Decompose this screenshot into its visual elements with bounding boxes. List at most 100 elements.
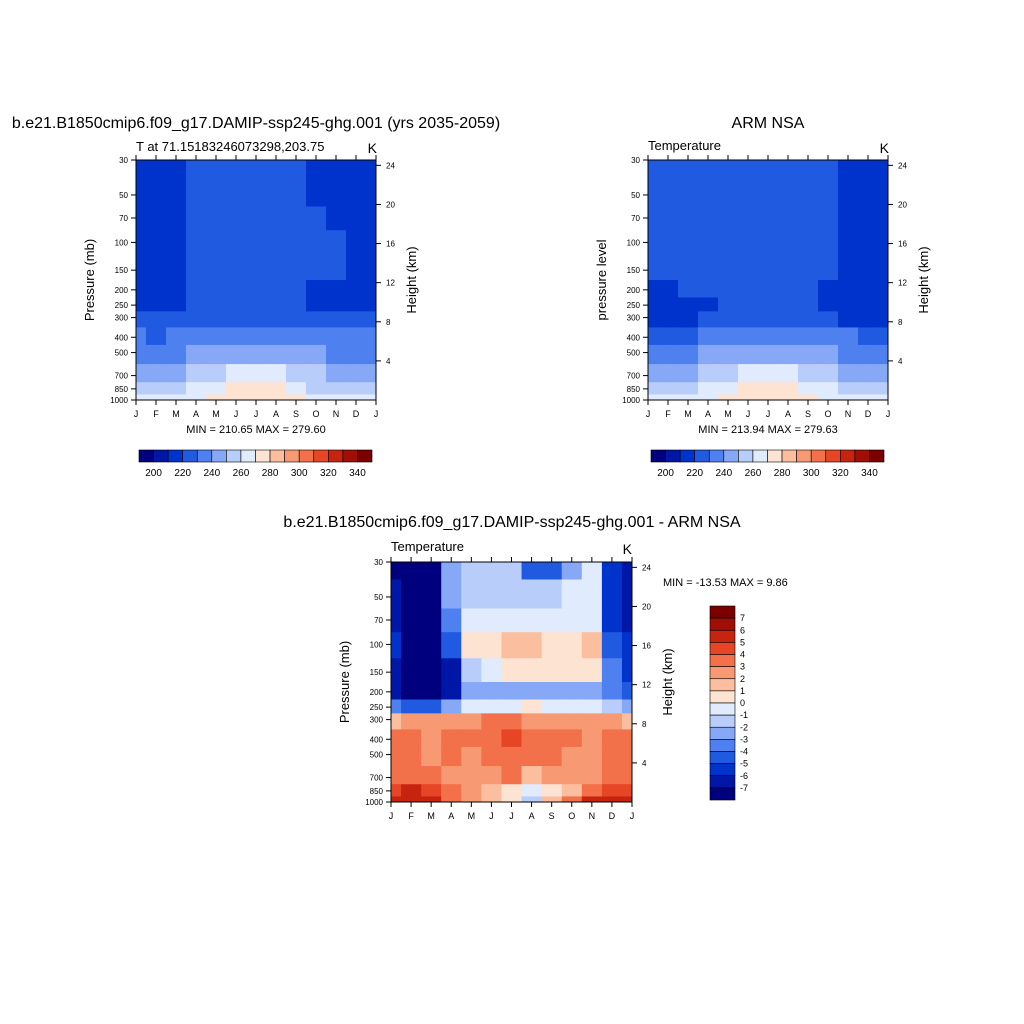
field-cell [838,297,859,312]
field-cell [561,658,583,683]
field-cell [878,230,889,257]
y2-tick-label: 8 [898,318,903,327]
field-cell [818,344,839,365]
field-cell [778,177,799,207]
field-cell [481,796,502,803]
field-cell [858,256,879,281]
field-cell [226,394,247,401]
colorbar-label: 7 [740,613,745,623]
field-cell [306,394,327,401]
field-cell [878,382,889,395]
field-cell [648,327,659,346]
field-cell [678,177,699,207]
field-cell [461,562,482,580]
field-cell [678,206,699,231]
field-cell [326,364,347,383]
colorbar-swatch [709,690,736,704]
field-cell [166,311,187,328]
y-tick-label: 30 [119,156,128,165]
field-cell [226,177,247,207]
field-cell [461,729,482,748]
field-cell [391,796,402,803]
field-cell [266,177,287,207]
field-cell [778,256,799,281]
field-cell [838,311,859,328]
x-tick-label: J [254,409,259,419]
field-cell [146,344,167,365]
y2-tick-label: 8 [642,720,647,729]
colorbar-label: 6 [740,625,745,635]
field-cell [326,256,347,281]
variable-label: Temperature [648,138,721,153]
field-cell [186,280,207,298]
field-cell [648,256,659,281]
field-cell [286,297,307,312]
field-cell [541,658,563,683]
field-cell [621,608,633,633]
y2-tick-label: 12 [386,279,395,288]
y2-tick-label: 8 [386,318,391,327]
y-axis-title: Pressure (mb) [337,641,352,723]
field-cell [401,579,422,609]
field-cell [621,658,633,683]
field-cell [391,682,402,700]
x-tick-label: A [273,409,279,419]
x-tick-label: M [724,409,732,419]
field-cell [136,364,147,383]
field-cell [501,784,522,797]
colorbar-label: 200 [145,468,162,479]
colorbar-label: 0 [740,698,745,708]
field-cell [266,364,287,383]
y-tick-label: 200 [115,286,129,295]
field-cell [461,608,482,633]
field-cell [581,746,603,767]
field-cell [561,562,583,580]
field-cell [401,729,422,748]
x-tick-label: A [705,409,711,419]
plot-area: J F M A M J J A S O N D J 30 50 70 100 150 200 250 300 400 500… [365,557,651,821]
field-cell [306,297,327,312]
panel-title: b.e21.B1850cmip6.f09_g17.DAMIP-ssp245-gh… [283,514,740,531]
y-tick-label: 50 [119,191,128,200]
field-cell [678,344,699,365]
field-cell [266,382,287,395]
field-cell [136,327,147,346]
field-cell [798,256,819,281]
field-cell [501,746,522,767]
field-cell [758,364,779,383]
field-cell [621,729,633,748]
field-cell [186,206,207,231]
colorbar-swatch [709,642,736,655]
field-cell [421,746,442,767]
y-tick-label: 250 [627,301,641,310]
x-tick-label: J [134,409,139,419]
field-cell [501,608,522,633]
field-cell [798,311,819,328]
x-tick-label: J [389,811,394,821]
field-cell [246,344,267,365]
colorbar-swatch [709,702,736,716]
y-tick-label: 70 [119,214,128,223]
field-cell [226,280,247,298]
field-cell [481,713,502,730]
field-cell [401,784,422,797]
field-cell [391,784,402,797]
colorbar-swatch [709,605,736,619]
field-cell [541,699,563,714]
field-cell [648,297,659,312]
field-cell [421,579,442,609]
field-cell [206,256,227,281]
field-cell [778,327,799,346]
field-cell [878,394,889,401]
field-cell [136,394,147,401]
field-cell [136,297,147,312]
field-cell [698,311,719,328]
field-cell [186,311,207,328]
field-cell [501,682,522,700]
x-tick-label: J [509,811,514,821]
field-cell [541,682,563,700]
field-cell [166,382,187,395]
field-cell [858,344,879,365]
field-cell [718,382,739,395]
x-tick-label: N [589,811,596,821]
